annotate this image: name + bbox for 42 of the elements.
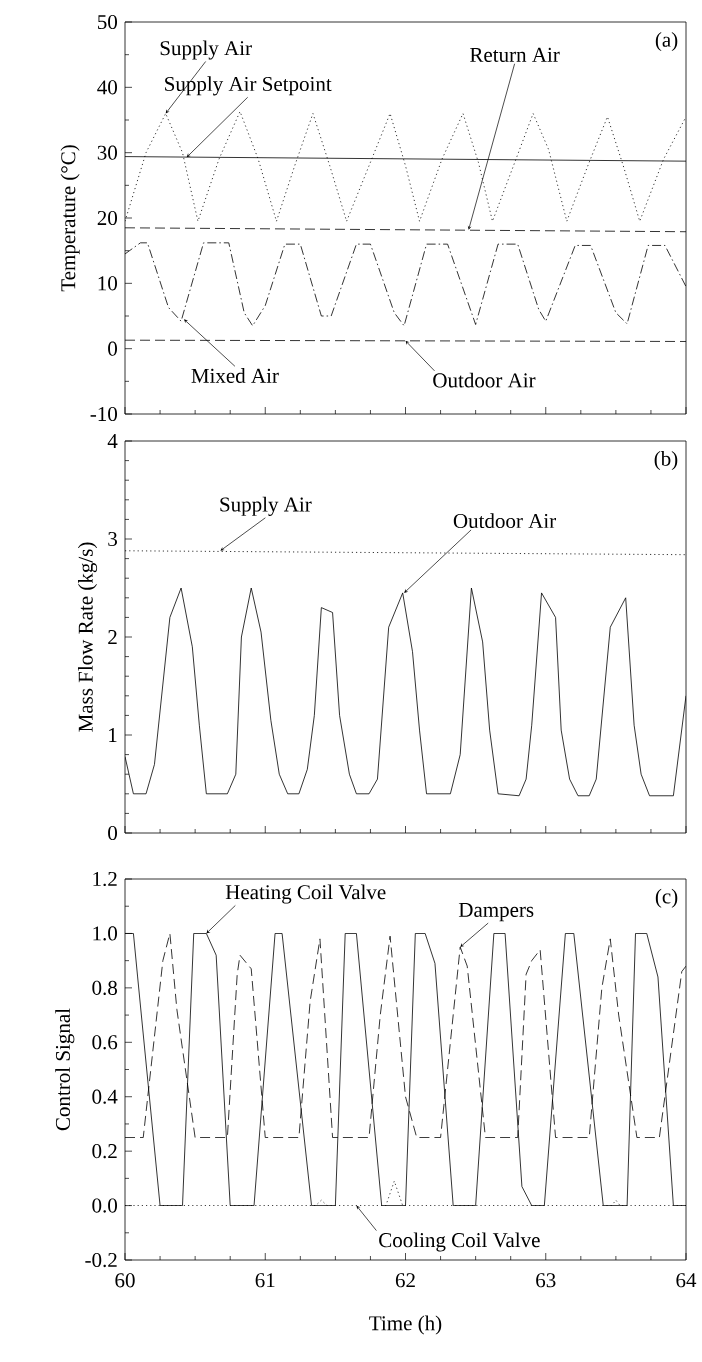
y-tick-label: 0.2	[92, 1144, 117, 1159]
y-tick-label: 0	[108, 341, 118, 356]
y-tick-label: 20	[97, 210, 118, 226]
annotation: Supply Air	[160, 40, 252, 60]
y-axis-title: Mass Flow Rate (kg/s)	[77, 542, 98, 732]
y-tick-label: 0.6	[92, 1035, 118, 1050]
y-tick-label: 0.4	[92, 1089, 118, 1104]
x-tick-label: 63	[536, 1273, 556, 1288]
x-tick-label: 62	[395, 1273, 415, 1288]
x-axis-title: Time (h)	[369, 1315, 442, 1335]
annotation: Mixed Air	[191, 368, 279, 383]
y-tick-label: 3	[108, 531, 117, 547]
y-tick-label: 1.2	[93, 871, 117, 887]
annotation: Supply Air	[220, 496, 312, 516]
y-tick-label: 10	[98, 276, 118, 291]
annotation: Supply Air Setpoint	[165, 76, 332, 96]
annotation: Outdoor Air	[453, 513, 556, 529]
y-tick-label: 0.0	[92, 1198, 118, 1213]
annotation: (a)	[655, 32, 678, 52]
annotation: Cooling Coil Valve	[379, 1232, 540, 1252]
annotation: Outdoor Air	[433, 372, 536, 388]
annotation: Heating Coil Valve	[225, 884, 386, 904]
x-tick-label: 61	[255, 1273, 275, 1288]
annotation: Dampers	[458, 902, 534, 922]
y-axis-title: Temperature (°C)	[60, 145, 80, 292]
annotation: Return Air	[470, 47, 560, 62]
y-tick-label: 2	[108, 630, 117, 644]
y-axis-title: Control Signal	[55, 1008, 75, 1131]
y-tick-label: 4	[107, 434, 118, 448]
y-tick-label: -0.2	[85, 1252, 117, 1268]
y-tick-label: 0.8	[92, 980, 118, 995]
y-tick-label: 40	[97, 80, 118, 95]
y-tick-label: 0	[108, 825, 117, 841]
annotation: (c)	[655, 888, 678, 908]
y-tick-label: -10	[90, 406, 118, 422]
y-tick-label: 30	[97, 145, 118, 160]
y-tick-label: 50	[98, 14, 118, 30]
y-tick-label: 1	[109, 728, 117, 742]
x-tick-label: 64	[676, 1273, 697, 1288]
y-tick-label: 1.0	[93, 926, 118, 941]
annotation: (b)	[654, 451, 678, 471]
x-tick-label: 60	[115, 1273, 135, 1288]
